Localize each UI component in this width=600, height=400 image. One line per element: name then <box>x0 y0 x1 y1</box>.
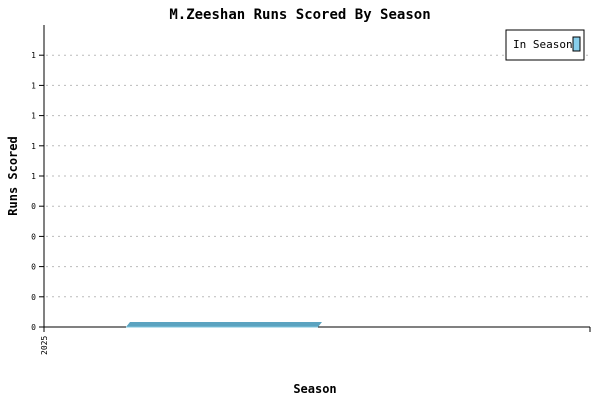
x-axis-label: Season <box>293 382 336 396</box>
chart-title: M.Zeeshan Runs Scored By Season <box>169 7 430 23</box>
y-tick-label: 1 <box>31 51 36 60</box>
y-tick-label: 0 <box>31 323 36 332</box>
x-tick-label: 2025 <box>40 336 49 355</box>
legend-swatch <box>572 36 581 52</box>
y-tick-label: 0 <box>31 263 36 272</box>
y-tick-label: 1 <box>31 81 36 90</box>
y-tick-label: 1 <box>31 112 36 121</box>
y-tick-label: 0 <box>31 293 36 302</box>
y-tick-label: 0 <box>31 232 36 241</box>
y-tick-label: 0 <box>31 202 36 211</box>
y-tick-label: 1 <box>31 142 36 151</box>
bar <box>126 322 322 327</box>
y-axis-label: Runs Scored <box>6 136 20 215</box>
legend: In Season <box>505 29 585 61</box>
legend-label: In Season <box>513 38 573 51</box>
y-tick-label: 1 <box>31 172 36 181</box>
